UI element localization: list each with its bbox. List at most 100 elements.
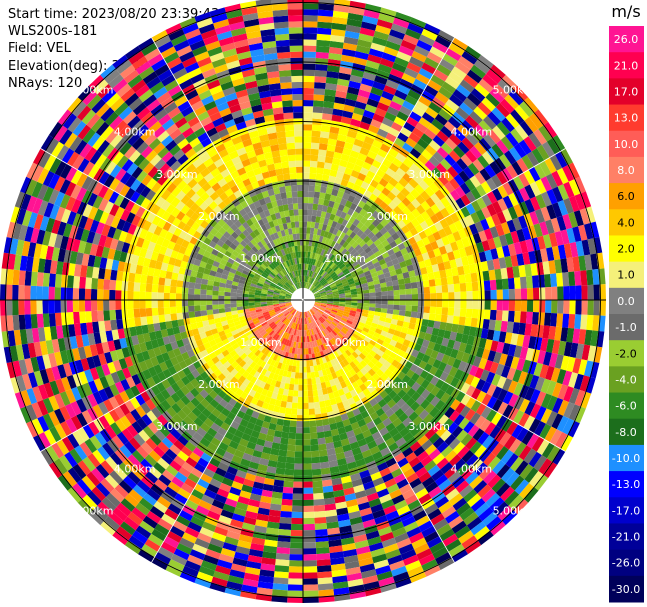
velocity-gate-cell — [317, 583, 334, 591]
velocity-gate-cell — [397, 336, 405, 345]
velocity-gate-cell — [310, 258, 314, 265]
velocity-gate-cell — [315, 57, 329, 65]
velocity-gate-cell — [339, 275, 347, 281]
velocity-gate-cell — [371, 218, 381, 228]
velocity-gate-cell — [315, 358, 321, 366]
velocity-gate-cell — [494, 157, 507, 172]
velocity-gate-cell — [309, 270, 313, 277]
velocity-gate-cell — [466, 291, 473, 300]
velocity-gate-cell — [421, 559, 438, 572]
velocity-gate-cell — [409, 441, 422, 452]
velocity-gate-cell — [324, 355, 331, 363]
velocity-gate-cell — [368, 498, 382, 508]
velocity-gate-cell — [452, 340, 462, 351]
velocity-gate-cell — [378, 356, 387, 365]
velocity-gate-cell — [347, 86, 360, 96]
velocity-gate-cell — [444, 466, 458, 479]
velocity-gate-cell — [345, 300, 352, 303]
velocity-gate-cell — [307, 378, 312, 385]
velocity-gate-cell — [280, 510, 292, 518]
velocity-gate-cell — [378, 178, 389, 188]
velocity-gate-cell — [312, 389, 319, 397]
velocity-gate-cell — [416, 548, 433, 561]
velocity-gate-cell — [472, 300, 479, 310]
velocity-gate-cell — [432, 231, 442, 241]
velocity-gate-cell — [116, 319, 124, 330]
velocity-gate-cell — [328, 175, 336, 183]
velocity-gate-cell — [563, 243, 573, 259]
velocity-gate-cell — [560, 229, 570, 245]
velocity-gate-cell — [316, 553, 331, 561]
velocity-gate-cell — [399, 300, 407, 306]
velocity-gate-cell — [127, 281, 135, 292]
velocity-gate-cell — [435, 238, 445, 248]
velocity-gate-cell — [482, 270, 490, 281]
velocity-gate-cell — [416, 337, 425, 346]
velocity-gate-cell — [383, 321, 391, 329]
velocity-gate-cell — [528, 250, 537, 264]
velocity-gate-cell — [485, 92, 501, 108]
velocity-gate-cell — [394, 56, 409, 68]
velocity-gate-cell — [442, 300, 449, 308]
velocity-gate-cell — [484, 422, 497, 436]
velocity-gate-cell — [345, 302, 352, 306]
velocity-gate-cell — [188, 311, 196, 319]
velocity-gate-cell — [342, 267, 349, 274]
velocity-gate-cell — [441, 235, 451, 246]
velocity-gate-cell — [350, 307, 357, 312]
velocity-gate-cell — [491, 412, 503, 426]
velocity-gate-cell — [452, 358, 462, 370]
velocity-gate-cell — [291, 402, 298, 409]
velocity-gate-cell — [42, 300, 49, 314]
velocity-gate-cell — [308, 245, 312, 253]
velocity-gate-cell — [377, 192, 387, 202]
velocity-gate-cell — [385, 422, 396, 433]
velocity-gate-cell — [423, 227, 433, 237]
velocity-gate-cell — [281, 498, 293, 506]
velocity-gate-cell — [303, 9, 319, 16]
velocity-gate-cell — [18, 314, 26, 330]
velocity-gate-cell — [507, 243, 517, 256]
velocity-gate-cell — [409, 363, 419, 373]
velocity-gate-cell — [295, 366, 300, 373]
velocity-gate-cell — [451, 425, 464, 438]
velocity-gate-cell — [364, 104, 377, 114]
velocity-gate-cell — [389, 100, 403, 112]
velocity-gate-cell — [364, 372, 372, 381]
velocity-gate-cell — [315, 312, 322, 318]
velocity-gate-cell — [324, 309, 331, 314]
velocity-gate-cell — [288, 432, 297, 440]
velocity-gate-cell — [18, 300, 25, 315]
velocity-gate-cell — [341, 543, 356, 552]
velocity-gate-cell — [329, 283, 337, 288]
velocity-gate-cell — [534, 208, 546, 224]
velocity-gate-cell — [310, 246, 315, 253]
velocity-gate-cell — [344, 306, 351, 311]
velocity-gate-cell — [236, 303, 243, 307]
velocity-gate-cell — [315, 419, 323, 427]
velocity-gate-cell — [414, 268, 422, 277]
velocity-gate-cell — [85, 277, 93, 289]
velocity-gate-cell — [325, 341, 331, 349]
velocity-gate-cell — [494, 320, 502, 332]
velocity-gate-cell — [313, 314, 319, 320]
velocity-gate-cell — [574, 193, 586, 211]
velocity-gate-cell — [420, 379, 431, 390]
velocity-gate-cell — [465, 282, 473, 292]
velocity-gate-cell — [376, 101, 390, 112]
velocity-gate-cell — [306, 282, 310, 289]
velocity-gate-cell — [357, 152, 368, 162]
velocity-gate-cell — [453, 458, 466, 472]
velocity-gate-cell — [176, 280, 184, 288]
velocity-gate-cell — [12, 284, 19, 300]
velocity-gate-cell — [483, 309, 491, 320]
velocity-gate-cell — [399, 289, 406, 295]
velocity-gate-cell — [379, 201, 389, 210]
velocity-gate-cell — [376, 324, 384, 331]
velocity-gate-cell — [507, 407, 519, 422]
velocity-gate-cell — [312, 321, 317, 328]
velocity-gate-cell — [327, 325, 333, 332]
velocity-gate-cell — [495, 363, 505, 377]
velocity-gate-cell — [309, 178, 316, 186]
velocity-gate-cell — [367, 223, 376, 232]
